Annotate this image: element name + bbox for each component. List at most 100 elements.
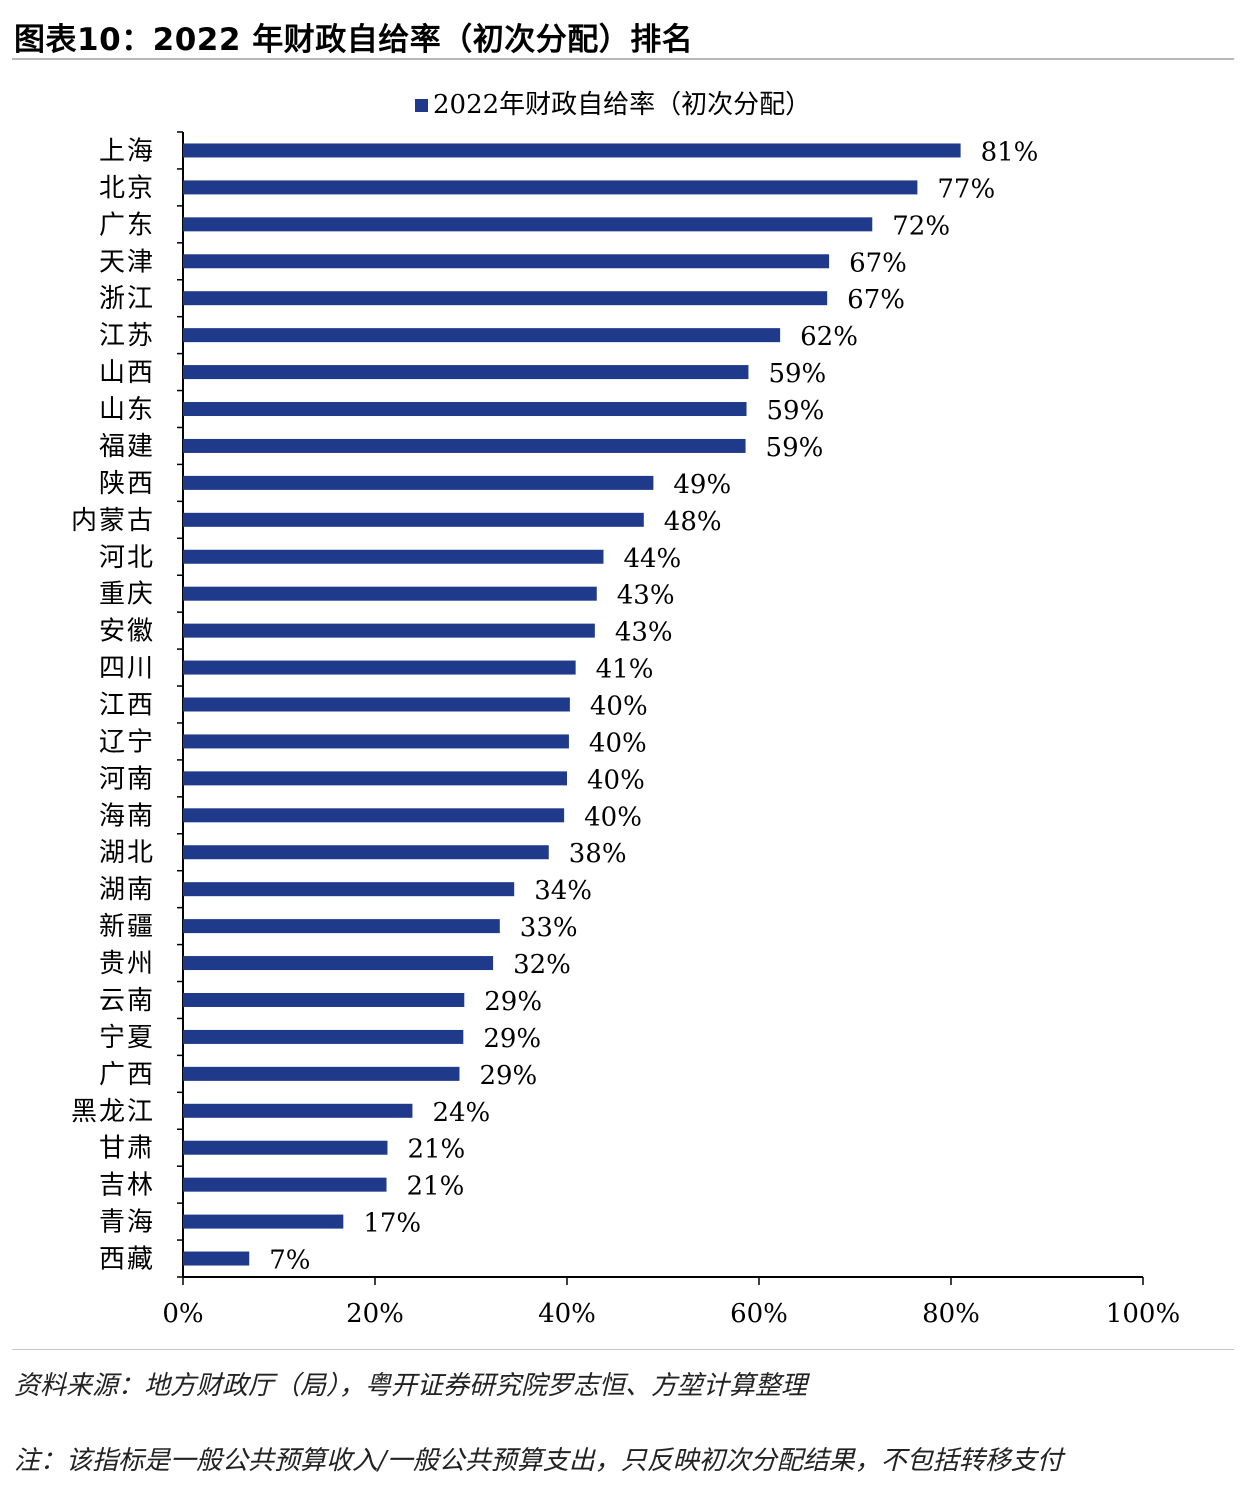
bar-云南 [183, 992, 465, 1007]
bar-湖北 [183, 845, 549, 860]
x-tick-label: 60% [730, 1299, 788, 1329]
source-text: 资料来源：地方财政厅（局），粤开证券研究院罗志恒、方堃计算整理 [14, 1371, 808, 1401]
bar-新疆 [183, 919, 500, 934]
category-label: 浙江 [99, 284, 155, 314]
category-label: 湖南 [99, 875, 155, 905]
legend-label: 2022年财政自给率（初次分配） [433, 90, 811, 120]
value-label: 32% [513, 950, 571, 980]
value-label: 34% [534, 876, 592, 906]
bar-辽宁 [183, 734, 569, 749]
source-divider [12, 1349, 1234, 1350]
bar-黑龙江 [183, 1103, 413, 1118]
bar-湖南 [183, 882, 515, 897]
bar-四川 [183, 660, 576, 675]
category-label: 甘肃 [99, 1134, 155, 1164]
value-label: 67% [849, 248, 907, 278]
category-label: 辽宁 [99, 727, 155, 757]
value-label: 59% [768, 359, 826, 389]
x-tick-label: 20% [346, 1299, 404, 1329]
bar-上海 [183, 143, 961, 158]
value-label: 43% [617, 581, 675, 611]
category-label: 贵州 [99, 949, 155, 979]
bar-河南 [183, 771, 567, 786]
value-label: 67% [847, 285, 905, 315]
bar-广东 [183, 217, 873, 232]
category-label: 西藏 [99, 1245, 155, 1275]
category-label: 福建 [99, 432, 155, 462]
category-label: 海南 [99, 801, 155, 831]
value-label: 62% [800, 322, 858, 352]
category-label: 青海 [99, 1208, 155, 1238]
title-divider [12, 58, 1234, 60]
value-label: 33% [520, 913, 578, 943]
value-label: 59% [766, 433, 824, 463]
category-label: 宁夏 [99, 1023, 155, 1053]
value-label: 48% [664, 507, 722, 537]
value-label: 41% [596, 655, 654, 685]
bar-山西 [183, 365, 749, 380]
note-text: 注：该指标是一般公共预算收入/一般公共预算支出，只反映初次分配结果，不包括转移支… [14, 1446, 1063, 1476]
category-label: 陕西 [99, 469, 155, 499]
bar-江西 [183, 697, 570, 712]
bar-福建 [183, 438, 746, 453]
bar-浙江 [183, 291, 828, 306]
category-label: 新疆 [99, 912, 155, 942]
category-label: 山东 [99, 395, 155, 425]
bar-北京 [183, 180, 918, 195]
category-label: 天津 [99, 247, 155, 277]
bar-青海 [183, 1214, 344, 1229]
value-label: 29% [484, 987, 542, 1017]
x-tick-label: 100% [1106, 1299, 1180, 1329]
category-label: 黑龙江 [71, 1097, 155, 1127]
value-label: 24% [432, 1098, 490, 1128]
value-label: 17% [363, 1209, 421, 1239]
value-label: 59% [767, 396, 825, 426]
x-tick-label: 80% [922, 1299, 980, 1329]
value-label: 49% [673, 470, 731, 500]
category-label: 山西 [99, 358, 155, 388]
bar-陕西 [183, 475, 654, 490]
category-label: 广东 [99, 210, 155, 240]
category-label: 河北 [99, 543, 155, 573]
value-label: 77% [937, 174, 995, 204]
category-label: 四川 [99, 654, 155, 684]
bar-西藏 [183, 1251, 250, 1266]
x-tick-label: 0% [162, 1299, 203, 1329]
value-label: 81% [981, 137, 1039, 167]
category-label: 内蒙古 [71, 506, 155, 536]
bar-安徽 [183, 623, 595, 638]
category-label: 云南 [99, 986, 155, 1016]
bar-江苏 [183, 328, 781, 343]
value-label: 29% [483, 1024, 541, 1054]
category-label: 重庆 [99, 580, 155, 610]
category-label: 湖北 [99, 838, 155, 868]
bar-宁夏 [183, 1029, 464, 1044]
value-label: 44% [623, 544, 681, 574]
value-label: 21% [407, 1135, 465, 1165]
value-label: 43% [615, 618, 673, 648]
category-label: 江西 [99, 691, 155, 721]
bar-山东 [183, 402, 747, 417]
value-label: 21% [407, 1172, 465, 1202]
category-label: 吉林 [99, 1171, 155, 1201]
value-label: 29% [479, 1061, 537, 1091]
bar-河北 [183, 549, 604, 564]
bar-吉林 [183, 1177, 387, 1192]
value-label: 40% [590, 692, 648, 722]
bar-广西 [183, 1066, 460, 1081]
value-label: 40% [589, 728, 647, 758]
value-label: 40% [587, 765, 645, 795]
bar-贵州 [183, 956, 494, 971]
value-label: 7% [269, 1246, 310, 1276]
legend-swatch [415, 99, 428, 112]
x-tick-label: 40% [538, 1299, 596, 1329]
value-label: 38% [569, 839, 627, 869]
chart-figure-title: 图表10：2022 年财政自给率（初次分配）排名 [14, 22, 694, 58]
bar-海南 [183, 808, 565, 823]
category-label: 江苏 [99, 321, 155, 351]
value-label: 40% [584, 802, 642, 832]
bar-内蒙古 [183, 512, 644, 527]
category-label: 上海 [99, 136, 155, 166]
value-label: 72% [892, 211, 950, 241]
bar-甘肃 [183, 1140, 388, 1155]
